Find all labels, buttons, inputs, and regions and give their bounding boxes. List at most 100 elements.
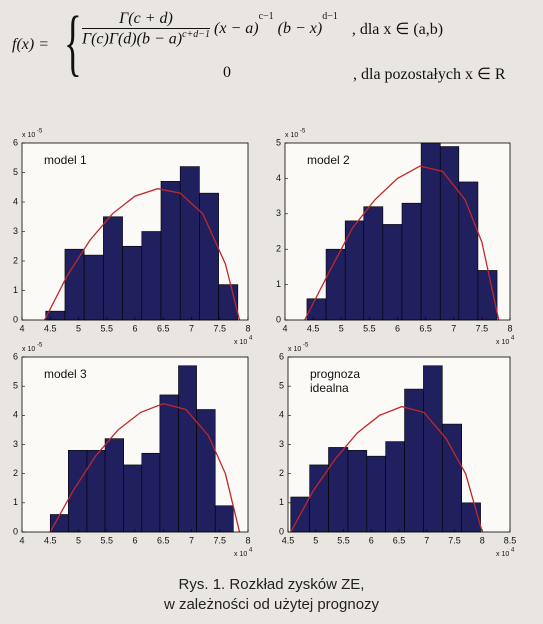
y-multiplier: x 10 [288,346,301,353]
bar [328,447,349,533]
bar [401,202,422,321]
x-tick-label: 7 [189,323,194,333]
denominator: Γ(c)Γ(d)(b − a) [82,30,183,48]
y-tick-label: 6 [13,351,18,361]
x-tick-label: 6 [132,535,137,545]
x-tick-label: 4.5 [44,323,57,333]
bar [199,192,219,321]
y-tick-label: 5 [279,381,284,391]
x-multiplier-exponent: 4 [249,548,253,554]
y-tick-label: 3 [279,439,284,449]
x-tick-label: 4.5 [44,535,57,545]
factor: (x − a) [214,20,259,38]
x-multiplier-exponent: 4 [511,548,515,554]
x-tick-label: 7.5 [476,323,489,333]
x-tick-label: 4 [19,323,24,333]
x-tick-label: 7.5 [213,323,226,333]
y-tick-label: 4 [279,410,284,420]
bar [441,423,463,533]
x-tick-label: 4.5 [282,535,295,545]
x-tick-label: 7 [451,323,456,333]
x-multiplier-exponent: 4 [511,336,515,342]
condition: , dla x ∈ (a,b) [351,21,444,39]
bar [214,505,234,533]
x-tick-label: 7.5 [448,535,461,545]
formula-brace: { [64,2,82,84]
bar [123,464,143,533]
condition: , dla pozostałych x ∈ R [353,66,506,83]
bar [159,394,179,533]
bar [64,248,85,321]
denominator-group: Γ(c)Γ(d)(b − a)c+d−1 [82,29,210,48]
y-tick-label: 1 [279,497,284,507]
y-tick-label: 3 [13,226,18,236]
x-multiplier: x 10 [496,339,509,346]
x-tick-label: 4 [282,323,287,333]
bar [196,409,216,533]
x-tick-label: 6.5 [419,323,432,333]
annotation: model 2 [307,153,350,167]
x-tick-label: 5 [76,535,81,545]
x-tick-label: 8 [245,323,250,333]
y-multiplier: x 10 [22,132,35,139]
y-tick-label: 4 [13,410,18,420]
annotation: prognoza [310,367,360,381]
y-tick-label: 1 [276,279,281,289]
x-tick-label: 5.5 [100,323,113,333]
annotation: model 3 [44,367,87,381]
x-tick-label: 7 [189,535,194,545]
bar [366,455,386,533]
bar [160,181,181,321]
bar [141,452,161,533]
bar [68,450,88,533]
y-tick-label: 2 [276,244,281,254]
y-tick-label: 3 [13,439,18,449]
y-tick-label: 6 [13,137,18,147]
x-tick-label: 8.5 [504,535,517,545]
density-curve [304,165,500,321]
formula-row: Γ(c + d) Γ(c)Γ(d)(b − a)c+d−1 (x − a)c−1… [82,10,443,48]
bar [458,181,479,321]
density-curve [49,402,241,533]
x-tick-label: 7.5 [213,535,226,545]
y-multiplier: x 10 [22,346,35,353]
y-tick-label: 0 [13,526,18,536]
bar [122,245,143,321]
formula: f(x) = { Γ(c + d) Γ(c)Γ(d)(b − a)c+d−1 (… [8,6,538,90]
y-tick-label: 0 [279,526,284,536]
y-multiplier-exponent: -5 [37,129,43,135]
y-multiplier-exponent: -5 [300,129,306,135]
bar [385,441,405,533]
fraction: Γ(c + d) Γ(c)Γ(d)(b − a)c+d−1 [82,10,211,48]
x-tick-label: 8 [245,535,250,545]
y-tick-label: 5 [13,167,18,177]
density-curve [290,405,483,533]
bar [347,450,368,533]
formula-lhs: f(x) = [12,36,49,53]
formula-zero: 0 [223,64,231,81]
density-curve [44,188,241,321]
bar [86,450,106,533]
exponent: d−1 [322,10,338,22]
x-tick-label: 6.5 [393,535,406,545]
exponent: c−1 [258,10,274,22]
bar [477,270,498,321]
bar [382,224,403,321]
y-tick-label: 3 [276,208,281,218]
y-multiplier: x 10 [285,132,298,139]
bar [141,231,162,321]
exponent: c+d−1 [182,29,211,40]
x-tick-label: 5 [339,323,344,333]
y-tick-label: 5 [13,381,18,391]
y-tick-label: 2 [279,468,284,478]
factor: (b − x) [277,20,323,38]
bar [104,438,125,533]
x-multiplier-exponent: 4 [249,336,253,342]
x-tick-label: 6 [395,323,400,333]
x-tick-label: 6 [132,323,137,333]
bar [404,388,424,533]
y-tick-label: 2 [13,468,18,478]
y-tick-label: 4 [13,196,18,206]
x-tick-label: 6.5 [157,535,170,545]
